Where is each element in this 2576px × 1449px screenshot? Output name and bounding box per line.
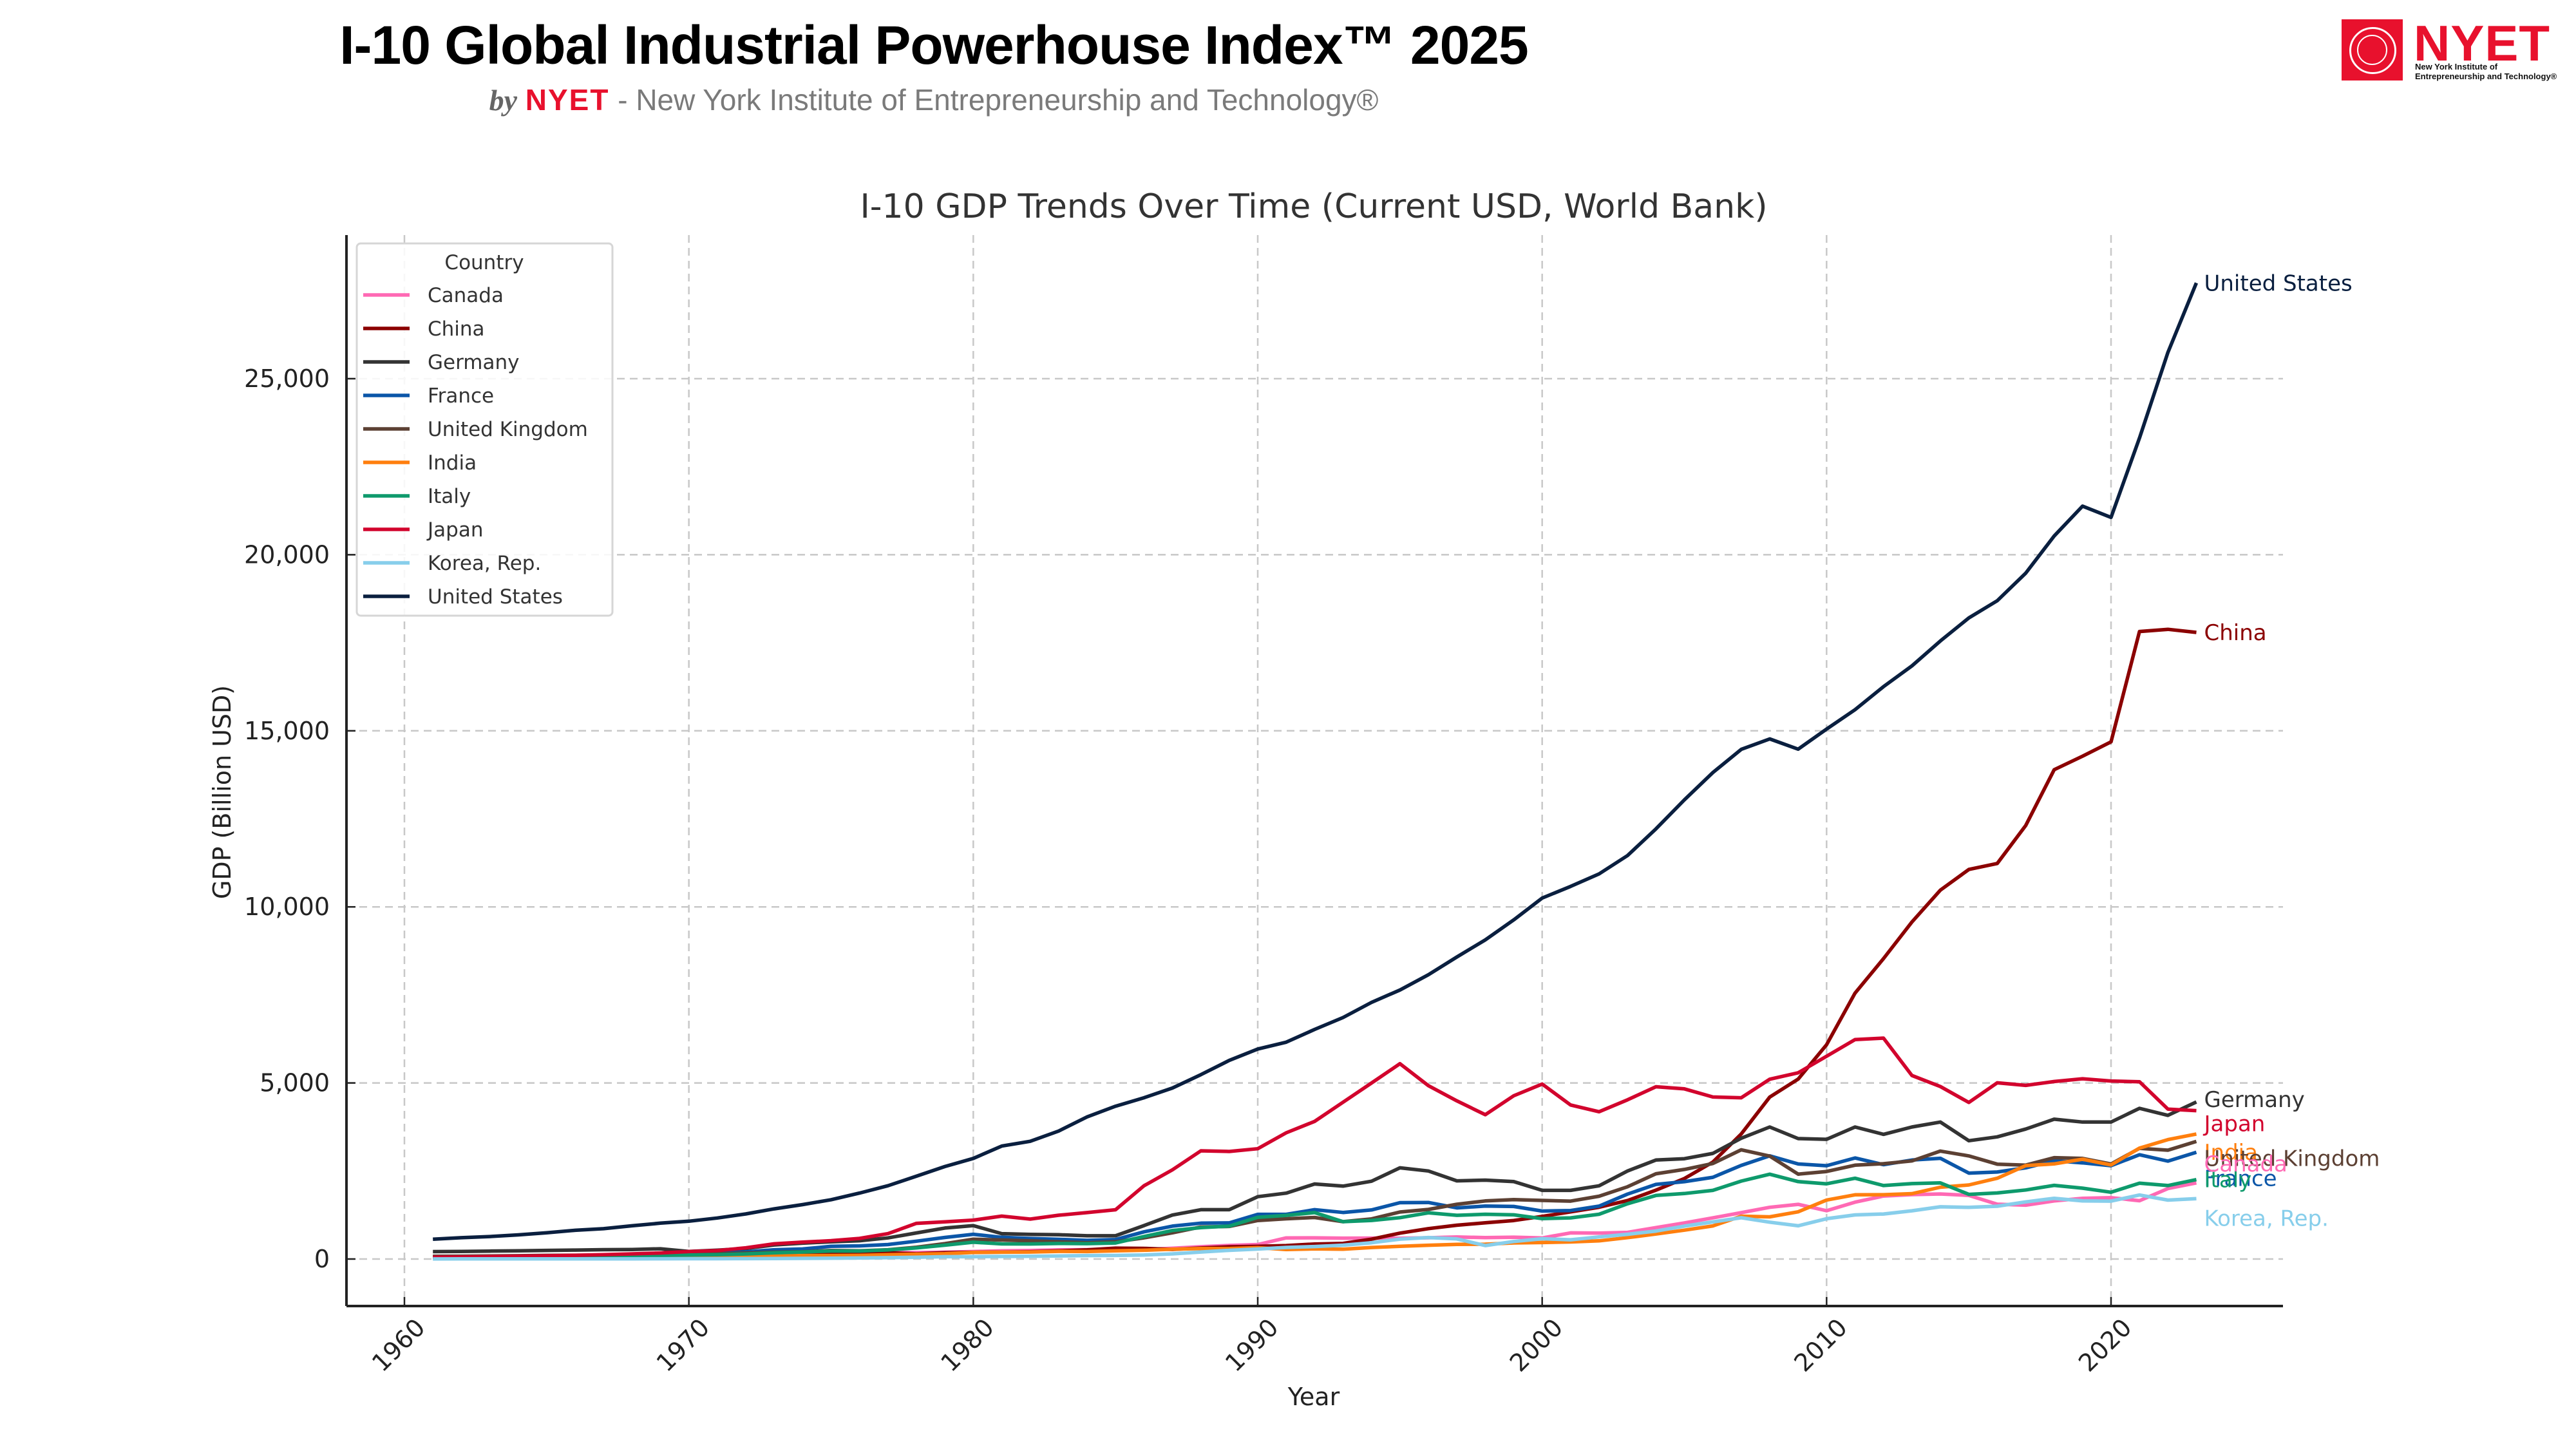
legend-label-united-states: United States [428,585,563,609]
series-line-united-states [433,282,2199,1241]
end-label-korea-rep: Korea, Rep. [2204,1206,2329,1231]
y-tick-label: 0 [314,1245,330,1273]
series-line-italy [433,1172,2197,1260]
legend-label-korea-rep: Korea, Rep. [428,552,541,575]
end-label-france: France [2204,1166,2277,1191]
logo-subtitle: New York Institute of Entrepreneurship a… [2415,62,2570,81]
legend-label-china: China [428,317,485,341]
legend: Country Canada China Germany France United Ki… [355,242,614,617]
y-tick-label: 25,000 [244,365,330,393]
legend-label-germany: Germany [428,351,519,374]
y-tick-label: 5,000 [260,1069,330,1097]
legend-label-india: India [428,451,477,475]
x-tick-label: 1990 [1220,1313,1284,1378]
x-tick-label: 1970 [651,1313,715,1378]
seal-icon [2342,19,2403,80]
page-subtitle: by NYET - New York Institute of Entrepre… [0,82,1868,117]
legend-label-japan: Japan [426,518,483,542]
end-label-united-kingdom: United Kingdom [2204,1146,2380,1171]
series-line-india [433,1132,2197,1260]
x-tick-label: 1960 [366,1313,431,1378]
series-line-korea-rep [433,1193,2197,1261]
end-label-germany: Germany [2204,1087,2305,1113]
x-axis-label: Year [1287,1383,1340,1411]
x-tick-label: 1980 [935,1313,999,1378]
legend-box [355,242,614,617]
y-tick-label: 15,000 [244,717,330,745]
legend-label-united-kingdom: United Kingdom [428,418,588,441]
x-tick-label: 2020 [2073,1313,2137,1378]
end-label-china: China [2204,620,2267,646]
page-title: I-10 Global Industrial Powerhouse Index™… [339,15,1529,75]
series-lines [433,282,2199,1261]
y-tick-label: 20,000 [244,540,330,569]
logo-subtitle-line2: Entrepreneurship and Technology® [2415,71,2557,81]
end-label-japan: Japan [2203,1112,2266,1137]
y-axis-label: GDP (Billion USD) [208,685,236,899]
legend-title: Country [444,251,524,274]
subtitle-brand: NYET [525,83,610,117]
series-line-germany [433,1100,2197,1254]
chart-title: I-10 GDP Trends Over Time (Current USD, … [860,187,1767,226]
end-label-italy: Italy [2204,1168,2252,1193]
logo-subtitle-line1: New York Institute of [2415,62,2498,71]
y-tick-label: 10,000 [244,893,330,921]
series-line-china [433,627,2197,1260]
series-line-japan [433,1036,2197,1259]
axes [345,235,2283,1307]
series-line-france [433,1150,2197,1259]
subtitle-by: by [489,84,517,117]
legend-label-france: France [428,384,494,408]
x-tick-label: 2010 [1788,1313,1853,1378]
end-label-india: India [2204,1140,2258,1166]
page-header: I-10 Global Industrial Powerhouse Index™… [0,0,2576,129]
legend-label-italy: Italy [428,485,471,508]
subtitle-rest: - New York Institute of Entrepreneurship… [609,83,1379,117]
logo-wordmark: NYET [2414,15,2551,71]
end-label-canada: Canada [2204,1151,2287,1177]
nyet-logo: NYET New York Institute of Entrepreneurs… [2342,15,2570,81]
end-label-united-states: United States [2204,270,2353,296]
x-tick-label: 2000 [1504,1313,1569,1378]
grid [346,235,2283,1306]
legend-label-canada: Canada [428,284,504,307]
